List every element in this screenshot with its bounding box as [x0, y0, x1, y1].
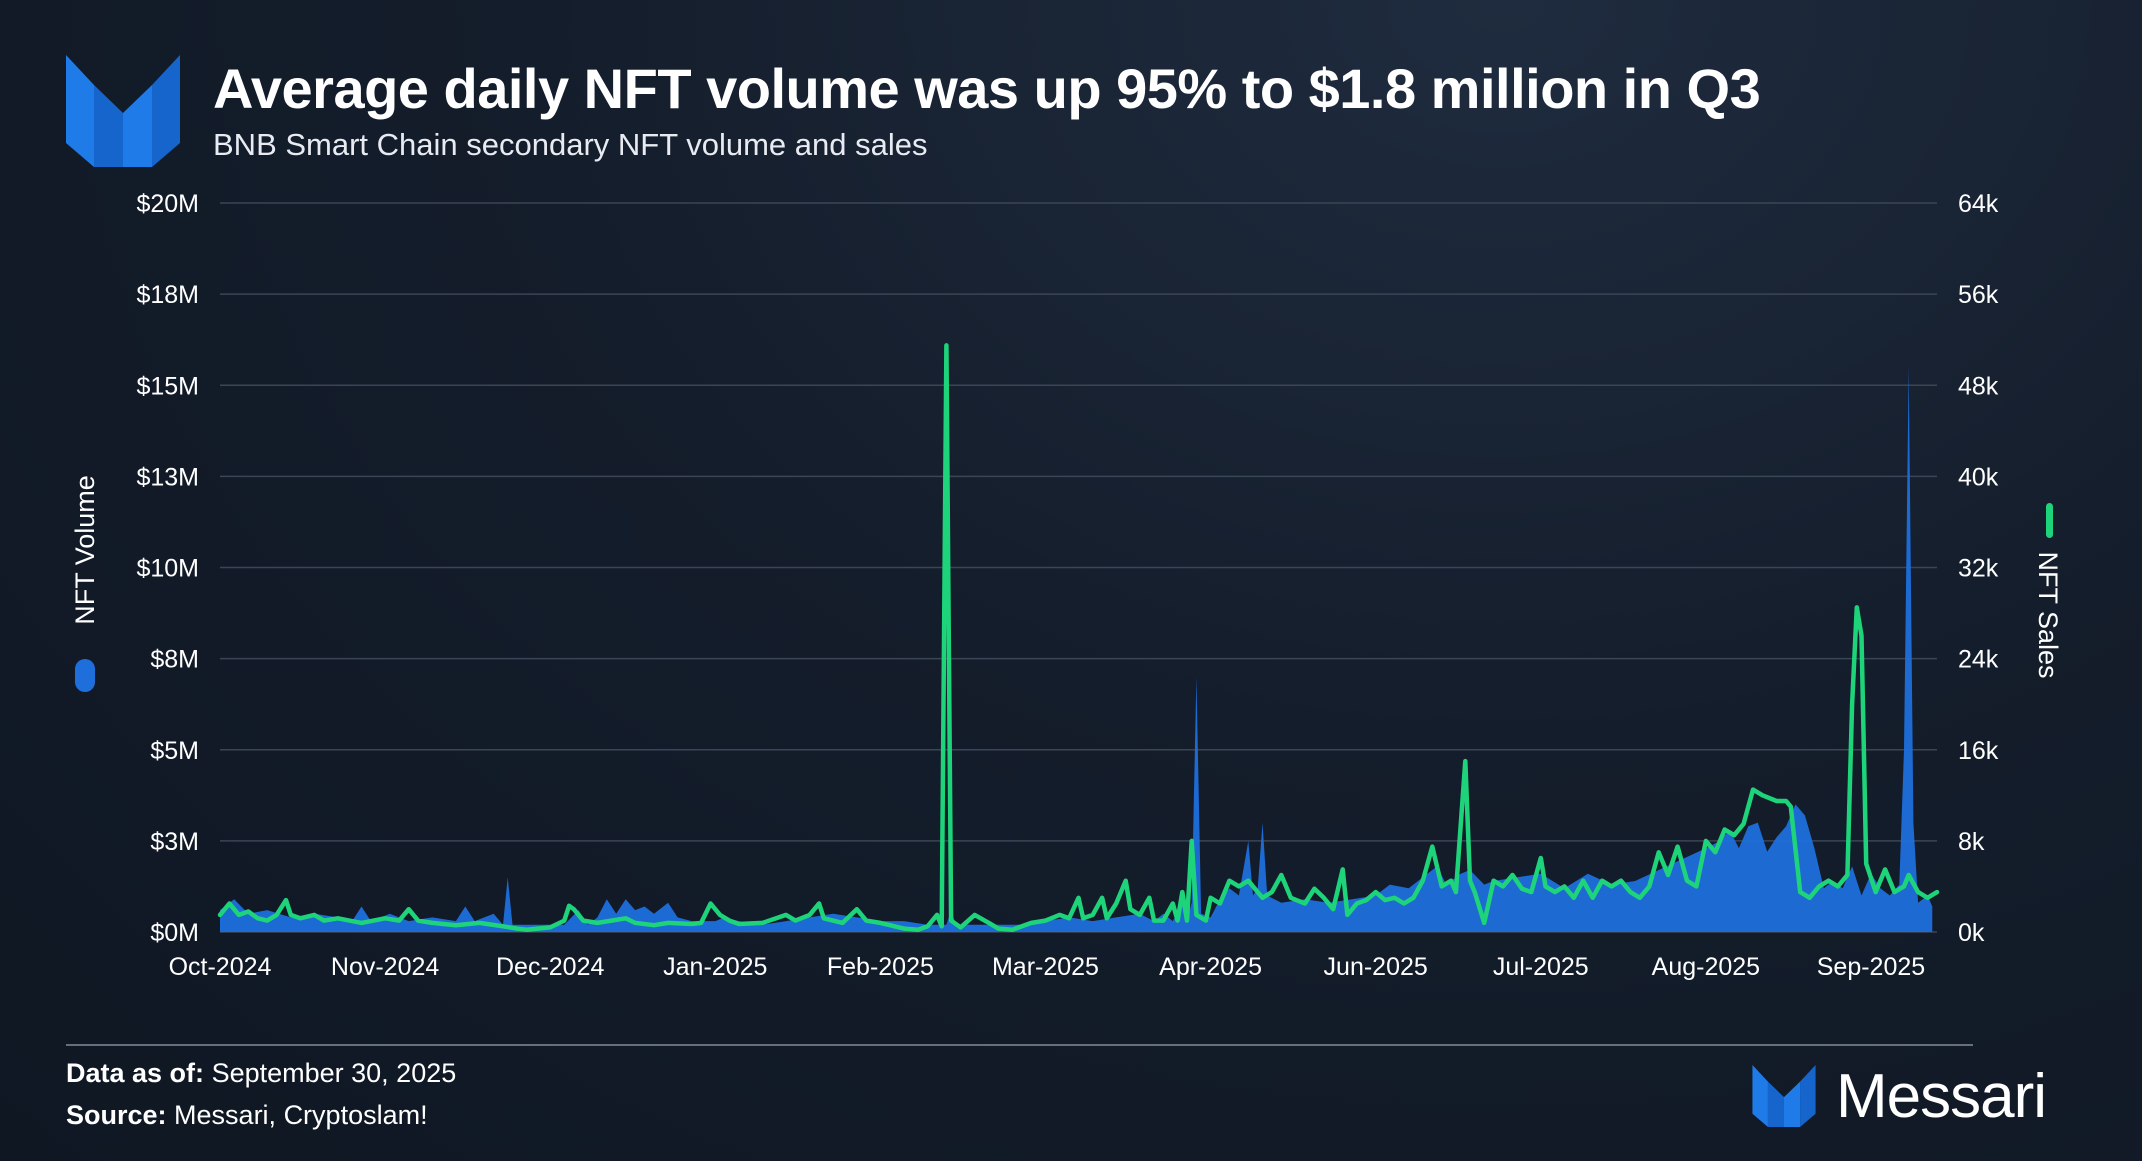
x-tick-label: Mar-2025 — [992, 953, 1099, 981]
y-left-tick-label: $8M — [150, 646, 199, 674]
x-tick-label: Nov-2024 — [331, 953, 439, 981]
x-tick-label: Feb-2025 — [827, 953, 934, 981]
y-right-tick-label: 48k — [1958, 372, 1999, 400]
x-tick-label: Jan-2025 — [663, 953, 767, 981]
data-as-of-line: Data as of: September 30, 2025 — [66, 1058, 456, 1089]
messari-brand-icon — [1752, 1065, 1816, 1127]
chart-subtitle: BNB Smart Chain secondary NFT volume and… — [213, 127, 928, 162]
y-right-tick-label: 16k — [1958, 737, 1999, 765]
source-line: Source: Messari, Cryptoslam! — [66, 1100, 428, 1131]
x-tick-label: Dec-2024 — [496, 953, 604, 981]
y-left-tick-label: $20M — [136, 190, 199, 218]
y-left-tick-label: $15M — [136, 372, 199, 400]
y-right-tick-label: 24k — [1958, 646, 1999, 674]
x-tick-label: Jun-2025 — [1324, 953, 1428, 981]
x-tick-label: Apr-2025 — [1159, 953, 1262, 981]
y-left-tick-label: $5M — [150, 737, 199, 765]
y-left-tick-label: $18M — [136, 281, 199, 309]
volume-legend-marker — [75, 659, 95, 692]
y-left-tick-label: $0M — [150, 919, 199, 947]
x-tick-label: Oct-2024 — [169, 953, 272, 981]
messari-brand: Messari — [1752, 1061, 2047, 1131]
source-value: Messari, Cryptoslam! — [174, 1100, 428, 1130]
footer-divider — [66, 1044, 1973, 1046]
volume-area — [220, 367, 1933, 932]
y-right-tick-label: 32k — [1958, 555, 1999, 583]
sales-legend-marker — [2046, 503, 2053, 538]
y-right-tick-label: 40k — [1958, 463, 1999, 491]
source-label: Source: — [66, 1100, 167, 1130]
y-left-tick-label: $3M — [150, 828, 199, 856]
x-tick-label: Jul-2025 — [1493, 953, 1589, 981]
data-as-of-value: September 30, 2025 — [211, 1058, 457, 1088]
chart-area: $0M $3M $5M $8M $10M $13M $15M $18M $20M 0k 8k 16k 2… — [70, 190, 2063, 981]
y-right-tick-label: 0k — [1958, 919, 1985, 947]
y-left-tick-label: $10M — [136, 555, 199, 583]
y-left-tick-label: $13M — [136, 463, 199, 491]
y-left-axis-title: NFT Volume — [70, 475, 100, 625]
x-tick-label: Aug-2025 — [1652, 953, 1760, 981]
chart-title: Average daily NFT volume was up 95% to $… — [213, 57, 1761, 120]
brand-name: Messari — [1836, 1061, 2047, 1131]
y-right-tick-label: 56k — [1958, 281, 1999, 309]
y-right-axis-title: NFT Sales — [2033, 551, 2063, 678]
messari-logo-icon — [66, 55, 180, 167]
sales-line — [217, 343, 1940, 932]
y-right-tick-label: 64k — [1958, 190, 1999, 218]
y-right-tick-label: 8k — [1958, 828, 1985, 856]
x-tick-label: Sep-2025 — [1817, 953, 1925, 981]
data-as-of-label: Data as of: — [66, 1058, 205, 1088]
